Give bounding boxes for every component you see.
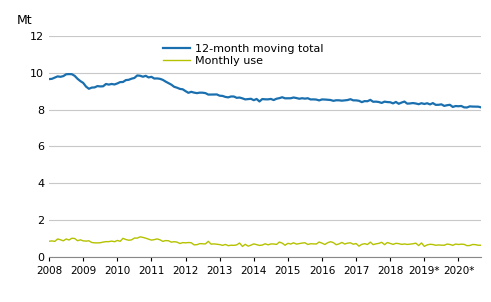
12-month moving total bbox=[461, 105, 467, 109]
12-month moving total bbox=[78, 79, 83, 83]
Monthly use bbox=[137, 235, 143, 239]
Monthly use bbox=[103, 240, 109, 243]
12-month moving total bbox=[353, 98, 359, 102]
12-month moving total bbox=[66, 72, 72, 76]
Monthly use bbox=[478, 243, 484, 247]
12-month moving total bbox=[240, 97, 246, 100]
Monthly use bbox=[464, 244, 470, 247]
Line: Monthly use: Monthly use bbox=[49, 237, 481, 246]
Monthly use bbox=[410, 242, 416, 246]
12-month moving total bbox=[478, 106, 484, 109]
12-month moving total bbox=[46, 77, 52, 81]
Monthly use bbox=[356, 244, 362, 248]
Text: Mt: Mt bbox=[17, 14, 32, 27]
Legend: 12-month moving total, Monthly use: 12-month moving total, Monthly use bbox=[163, 44, 324, 66]
Monthly use bbox=[46, 239, 52, 243]
Monthly use bbox=[75, 239, 81, 243]
12-month moving total bbox=[464, 106, 470, 109]
Monthly use bbox=[240, 245, 246, 248]
12-month moving total bbox=[106, 83, 112, 86]
Monthly use bbox=[242, 243, 248, 246]
12-month moving total bbox=[407, 101, 413, 105]
Line: 12-month moving total: 12-month moving total bbox=[49, 74, 481, 108]
